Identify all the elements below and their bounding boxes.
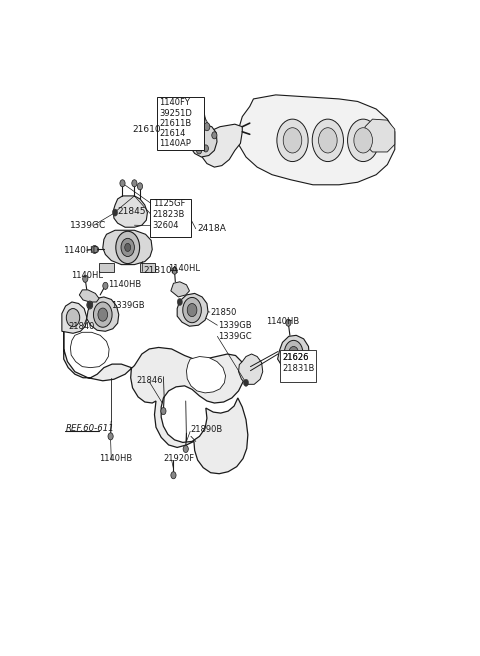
- Circle shape: [92, 245, 97, 253]
- Text: 21920F: 21920F: [163, 454, 194, 463]
- Circle shape: [312, 119, 344, 161]
- Circle shape: [204, 123, 210, 131]
- Circle shape: [277, 119, 308, 161]
- Circle shape: [283, 128, 302, 153]
- Polygon shape: [99, 263, 114, 272]
- Circle shape: [116, 232, 140, 264]
- Polygon shape: [177, 293, 208, 326]
- Circle shape: [177, 298, 182, 306]
- Circle shape: [289, 346, 299, 359]
- Text: 21810A: 21810A: [144, 266, 179, 275]
- Text: 1140FY: 1140FY: [159, 98, 190, 108]
- Circle shape: [286, 319, 291, 326]
- Polygon shape: [103, 230, 152, 264]
- Circle shape: [112, 209, 118, 216]
- Circle shape: [83, 276, 88, 282]
- Circle shape: [108, 433, 113, 440]
- Circle shape: [94, 302, 112, 327]
- Circle shape: [87, 301, 93, 309]
- Circle shape: [284, 340, 303, 365]
- Polygon shape: [113, 196, 147, 227]
- Circle shape: [183, 445, 188, 453]
- Polygon shape: [140, 263, 155, 272]
- Text: 1140HD: 1140HD: [64, 246, 100, 255]
- Polygon shape: [365, 119, 395, 152]
- Text: 21823B: 21823B: [153, 210, 185, 219]
- Circle shape: [348, 119, 379, 161]
- Polygon shape: [277, 335, 309, 371]
- Circle shape: [87, 302, 92, 308]
- Text: 21611B: 21611B: [159, 119, 192, 128]
- Circle shape: [98, 308, 108, 321]
- Text: 21840: 21840: [68, 321, 95, 331]
- Polygon shape: [62, 302, 87, 333]
- Polygon shape: [87, 297, 119, 331]
- Circle shape: [171, 472, 176, 479]
- Text: 21610: 21610: [132, 125, 161, 134]
- Text: 1140AP: 1140AP: [159, 139, 191, 148]
- Circle shape: [120, 180, 125, 187]
- Circle shape: [172, 267, 177, 274]
- Polygon shape: [239, 95, 395, 185]
- Text: 21850: 21850: [211, 308, 237, 317]
- Text: REF.60-611: REF.60-611: [66, 424, 114, 433]
- Circle shape: [103, 282, 108, 289]
- Text: 1140HL: 1140HL: [71, 271, 103, 280]
- Text: 1140HB: 1140HB: [108, 280, 142, 289]
- Circle shape: [66, 308, 80, 327]
- Circle shape: [137, 183, 143, 190]
- Circle shape: [183, 297, 202, 323]
- Text: 21846: 21846: [136, 377, 163, 385]
- Circle shape: [319, 128, 337, 153]
- Text: 21831B: 21831B: [282, 364, 315, 373]
- Circle shape: [243, 379, 249, 386]
- Circle shape: [203, 145, 208, 152]
- Polygon shape: [186, 357, 226, 393]
- Text: 21890B: 21890B: [190, 425, 222, 434]
- Circle shape: [125, 243, 131, 251]
- Circle shape: [121, 238, 134, 256]
- Text: 21626: 21626: [282, 353, 309, 362]
- Text: 1140HL: 1140HL: [168, 264, 200, 273]
- Polygon shape: [202, 124, 242, 167]
- Text: 32604: 32604: [153, 221, 179, 230]
- Polygon shape: [64, 331, 248, 474]
- Circle shape: [354, 128, 372, 153]
- Text: 1339GB: 1339GB: [218, 321, 252, 330]
- Text: 1339GC: 1339GC: [71, 220, 107, 230]
- Text: 21845: 21845: [117, 207, 145, 216]
- FancyBboxPatch shape: [280, 350, 315, 382]
- Circle shape: [196, 147, 202, 154]
- FancyBboxPatch shape: [150, 199, 192, 237]
- Circle shape: [187, 304, 197, 317]
- Text: 39251D: 39251D: [159, 109, 192, 117]
- Circle shape: [161, 407, 166, 415]
- FancyBboxPatch shape: [156, 97, 204, 150]
- Text: 2418A: 2418A: [198, 224, 227, 234]
- Polygon shape: [79, 290, 99, 302]
- Text: 21626: 21626: [282, 353, 309, 362]
- Text: 1140HB: 1140HB: [99, 454, 132, 463]
- Polygon shape: [71, 333, 109, 367]
- Polygon shape: [171, 282, 190, 297]
- Text: 21614: 21614: [159, 129, 186, 138]
- Circle shape: [132, 180, 137, 187]
- Circle shape: [212, 132, 217, 139]
- Text: 1339GC: 1339GC: [218, 332, 252, 341]
- Text: 1125GF: 1125GF: [153, 199, 185, 208]
- Text: 1339GB: 1339GB: [111, 300, 145, 310]
- Text: 1140HB: 1140HB: [266, 317, 300, 325]
- Polygon shape: [239, 354, 263, 384]
- Polygon shape: [190, 125, 217, 157]
